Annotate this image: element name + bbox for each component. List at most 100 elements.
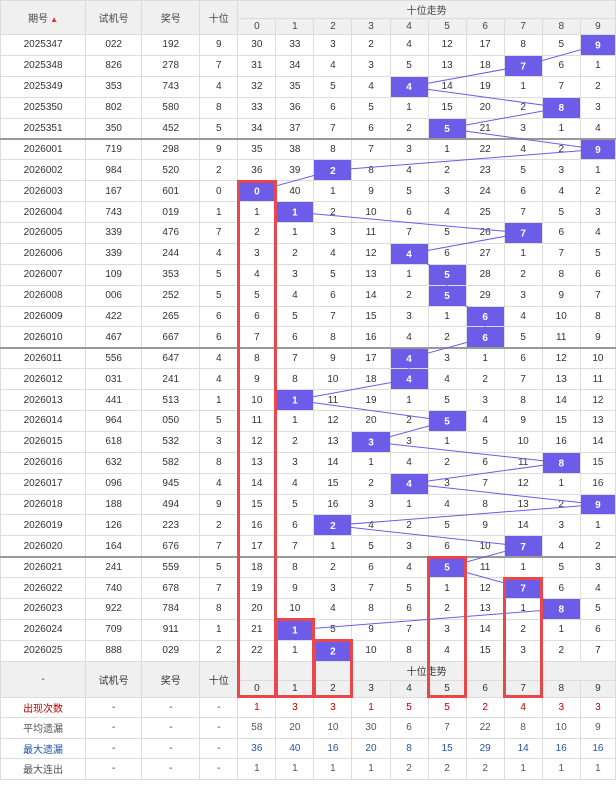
miss-cell: 11 [465,555,505,579]
prize-cell: 476 [141,222,201,244]
miss-cell: 8 [465,493,505,516]
miss-cell: 12 [579,389,616,412]
trial-cell: 618 [85,430,143,453]
stat-dash: - [141,758,201,780]
miss-cell: 2 [541,493,581,516]
hit-cell: 5 [427,555,467,579]
miss-cell: 17 [465,34,505,56]
stat-value: 1 [313,758,353,780]
miss-cell: 2 [389,410,429,432]
tens-header: 十位 [199,0,239,35]
footer-digit-1: 1 [275,679,315,698]
miss-cell: 8 [275,368,315,391]
tens-cell: 1 [199,201,239,224]
miss-cell: 35 [237,137,277,161]
trial-cell: 556 [85,346,143,370]
miss-cell: 3 [427,346,467,370]
miss-cell: 6 [313,284,353,307]
miss-cell: 5 [313,75,353,98]
table-row: 2026017 096 945 4 14 4 15 2 4 3 7 12 1 16 [0,472,616,495]
miss-cell: 7 [237,326,277,349]
miss-cell: 3 [541,159,581,182]
prize-cell: 241 [141,368,201,391]
table-row: 2026001 719 298 9 35 38 8 7 3 1 22 4 2 9 [0,137,616,161]
miss-cell: 16 [237,514,277,537]
miss-cell: 4 [351,75,391,98]
miss-cell: 7 [579,284,616,307]
miss-cell: 1 [389,96,429,119]
hit-cell: 9 [579,34,616,56]
miss-cell: 32 [237,75,277,98]
miss-cell: 1 [503,555,543,579]
miss-cell: 6 [579,263,616,286]
digit-header-9: 9 [579,18,616,35]
hit-cell: 2 [313,514,353,537]
miss-cell: 10 [503,430,543,453]
miss-cell: 2 [579,75,616,98]
miss-cell: 2 [389,117,429,140]
digit-header-1: 1 [275,18,315,35]
miss-cell: 34 [275,54,315,77]
miss-cell: 12 [503,472,543,495]
miss-cell: 1 [541,472,581,495]
sort-icon[interactable]: ▲ [50,15,59,24]
miss-cell: 1 [275,222,315,244]
stat-dash: - [199,696,239,719]
miss-cell: 36 [237,159,277,182]
period-cell: 2025347 [0,34,87,56]
period-cell: 2026024 [0,618,87,641]
miss-cell: 12 [465,577,505,600]
miss-cell: 36 [275,96,315,119]
tens-cell: 8 [199,451,239,474]
stat-value: 3 [579,696,616,719]
prize-cell: 743 [141,75,201,98]
table-row: 2026018 188 494 9 15 5 16 3 1 4 8 13 2 9 [0,493,616,516]
prize-cell: 252 [141,284,201,307]
hit-cell: 9 [579,493,616,516]
period-header[interactable]: 期号 ▲ [0,0,87,35]
trial-cell: 126 [85,514,143,537]
miss-cell: 27 [465,242,505,265]
stat-value: 40 [275,737,315,760]
miss-cell: 7 [389,618,429,641]
prize-cell: 580 [141,96,201,119]
tens-cell: 7 [199,577,239,600]
stat-dash: - [199,717,239,739]
miss-cell: 3 [427,618,467,641]
miss-cell: 3 [351,54,391,77]
miss-cell: 3 [427,180,467,203]
tens-cell: 6 [199,326,239,349]
miss-cell: 16 [351,326,391,349]
period-cell: 2026003 [0,180,87,203]
miss-cell: 3 [275,451,315,474]
stat-value: 30 [351,717,391,739]
table-row: 2026005 339 476 7 2 1 3 11 7 5 26 7 6 4 [0,222,616,244]
prize-cell: 911 [141,618,201,641]
prize-cell: 678 [141,577,201,600]
hit-cell: 7 [503,535,543,558]
hit-cell: 2 [313,159,353,182]
stat-row: 平均遗漏 - - -58 20 10 30 6 7 22 8 10 9 [0,717,616,739]
miss-cell: 14 [351,284,391,307]
trial-cell: 353 [85,75,143,98]
stat-value: 1 [237,758,277,780]
miss-cell: 18 [351,368,391,391]
miss-cell: 13 [427,54,467,77]
miss-cell: 2 [275,430,315,453]
footer-digit-3: 3 [351,679,391,698]
miss-cell: 1 [503,242,543,265]
miss-cell: 14 [313,451,353,474]
miss-cell: 8 [313,326,353,349]
miss-cell: 1 [465,346,505,370]
prize-cell: 945 [141,472,201,495]
miss-cell: 3 [389,430,429,453]
hit-cell: 5 [427,117,467,140]
tens-cell: 2 [199,514,239,537]
miss-cell: 6 [579,618,616,641]
trial-cell: 096 [85,472,143,495]
hit-cell: 6 [465,305,505,328]
miss-cell: 29 [465,284,505,307]
miss-cell: 13 [579,410,616,432]
miss-cell: 8 [389,639,429,662]
